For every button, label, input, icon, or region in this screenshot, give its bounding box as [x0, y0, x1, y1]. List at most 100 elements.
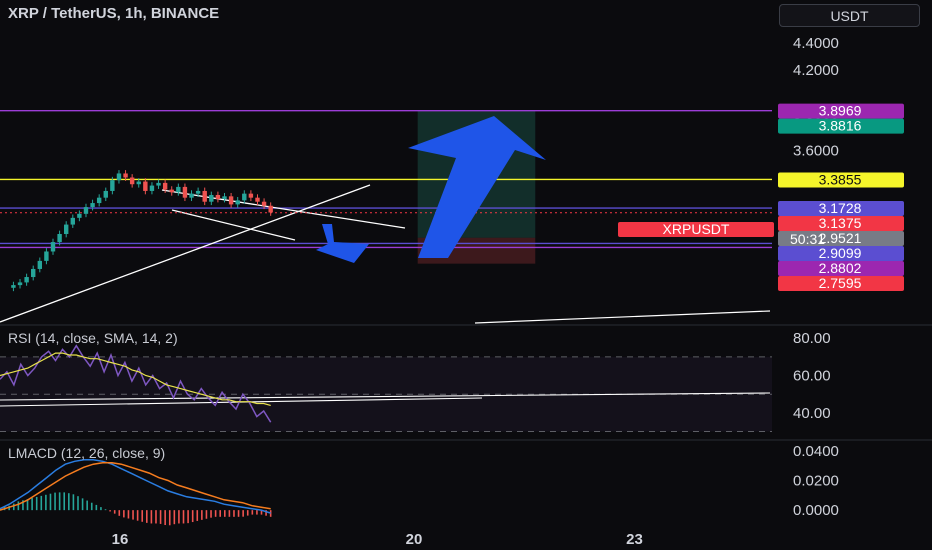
candle[interactable]: [242, 190, 247, 204]
candle[interactable]: [77, 210, 82, 222]
candle[interactable]: [136, 178, 141, 188]
candle[interactable]: [202, 187, 207, 206]
candle[interactable]: [17, 279, 23, 289]
macd-pane[interactable]: LMACD (12, 26, close, 9) 0.04000.02000.0…: [0, 443, 839, 526]
candle[interactable]: [209, 191, 214, 206]
candle[interactable]: [90, 199, 95, 211]
candle[interactable]: [83, 203, 89, 218]
time-tick-label: 16: [112, 531, 129, 548]
arrow-down-icon: [316, 224, 369, 263]
price-label-3.8816: 3.8816: [778, 118, 904, 134]
ascending-trendline[interactable]: [0, 184, 371, 323]
price-label-2.9099: 2.9099: [778, 245, 904, 262]
price-label-3.3855: 3.3855: [778, 171, 904, 188]
time-axis[interactable]: 16 20 23: [112, 531, 643, 548]
price-tick-label: 3.6000: [793, 143, 839, 160]
symbol-label-text: XRPUSDT: [663, 221, 730, 237]
arrow-up-icon: [408, 116, 546, 258]
macd-axis: 0.0400 0.0200 0.0000: [793, 443, 839, 519]
candle[interactable]: [169, 186, 174, 196]
rsi-tick-label: 80.00: [793, 330, 831, 347]
svg-text:3.1375: 3.1375: [819, 215, 862, 231]
macd-title: LMACD (12, 26, close, 9): [8, 445, 165, 461]
candle[interactable]: [182, 183, 188, 202]
candle[interactable]: [222, 192, 227, 203]
descending-channel-bottom[interactable]: [171, 209, 296, 241]
macd-line[interactable]: [0, 459, 271, 514]
rsi-pane[interactable]: RSI (14, close, SMA, 14, 2) 80.00 60.00 40…: [0, 330, 831, 433]
candle[interactable]: [11, 281, 16, 292]
price-tick-label: 4.4000: [793, 35, 839, 52]
price-label-3.1728: 3.1728: [778, 200, 904, 217]
svg-text:2.7595: 2.7595: [819, 275, 862, 291]
symbol-label: XRPUSDT: [618, 221, 774, 237]
price-level-lines[interactable]: [0, 110, 772, 249]
candle[interactable]: [162, 179, 168, 193]
candle[interactable]: [103, 187, 108, 202]
macd-histogram: [0, 492, 272, 526]
candle[interactable]: [70, 214, 75, 228]
candle[interactable]: [31, 265, 36, 281]
rsi-title: RSI (14, close, SMA, 14, 2): [8, 330, 178, 346]
svg-text:3.8969: 3.8969: [819, 103, 862, 119]
rsi-line[interactable]: [0, 344, 272, 423]
candle[interactable]: [149, 182, 155, 195]
rsi-axis: 80.00 60.00 40.00: [793, 330, 831, 422]
price-label-3.8969: 3.8969: [778, 103, 904, 119]
rsi-tick-label: 60.00: [793, 368, 831, 385]
candle[interactable]: [176, 183, 181, 196]
bar-countdown: 50:31: [790, 231, 825, 247]
candle[interactable]: [110, 176, 115, 195]
rsi-tick-label: 40.00: [793, 405, 831, 422]
candle[interactable]: [37, 257, 43, 273]
descending-channel-top[interactable]: [161, 189, 406, 229]
svg-text:2.9521: 2.9521: [819, 230, 862, 246]
candle[interactable]: [143, 178, 148, 195]
candle[interactable]: [63, 221, 69, 238]
candle[interactable]: [44, 248, 49, 265]
candle[interactable]: [57, 230, 62, 246]
macd-tick-label: 0.0400: [793, 443, 839, 460]
macd-tick-label: 0.0200: [793, 473, 839, 490]
svg-text:3.1728: 3.1728: [819, 200, 862, 216]
candle[interactable]: [248, 190, 254, 202]
candle[interactable]: [235, 197, 240, 208]
lower-trendline[interactable]: [474, 310, 771, 324]
chart-title: XRP / TetherUS, 1h, BINANCE: [8, 5, 219, 22]
rsi-support-line[interactable]: [0, 392, 771, 401]
candle[interactable]: [189, 190, 194, 202]
candle[interactable]: [255, 194, 260, 206]
svg-text:3.8816: 3.8816: [819, 118, 862, 134]
candle[interactable]: [24, 273, 29, 286]
price-label-3.1375: 3.1375: [778, 215, 904, 232]
price-label-2.9521: 2.9521: [778, 230, 904, 247]
candle[interactable]: [123, 170, 128, 181]
candle[interactable]: [116, 170, 122, 184]
candle[interactable]: [156, 179, 161, 189]
macd-signal-line[interactable]: [0, 461, 271, 511]
svg-text:2.8802: 2.8802: [819, 260, 862, 276]
svg-text:3.3855: 3.3855: [819, 171, 862, 187]
time-tick-label: 23: [626, 531, 643, 548]
price-label-2.8802: 2.8802: [778, 260, 904, 277]
rsi-sma-line[interactable]: [0, 352, 271, 406]
candle[interactable]: [261, 198, 267, 210]
candle[interactable]: [228, 192, 234, 208]
svg-text:2.9099: 2.9099: [819, 245, 862, 261]
candle[interactable]: [268, 202, 273, 216]
candle[interactable]: [215, 191, 221, 203]
candle[interactable]: [129, 174, 135, 188]
time-tick-label: 20: [406, 531, 423, 548]
macd-tick-label: 0.0000: [793, 502, 839, 519]
candlestick-series[interactable]: [11, 170, 273, 292]
candle[interactable]: [195, 187, 201, 198]
currency-button[interactable]: USDT: [779, 4, 920, 27]
candle[interactable]: [96, 194, 102, 207]
price-tick-label: 4.2000: [793, 62, 839, 79]
candle[interactable]: [50, 238, 56, 255]
price-label-2.7595: 2.7595: [778, 275, 904, 292]
